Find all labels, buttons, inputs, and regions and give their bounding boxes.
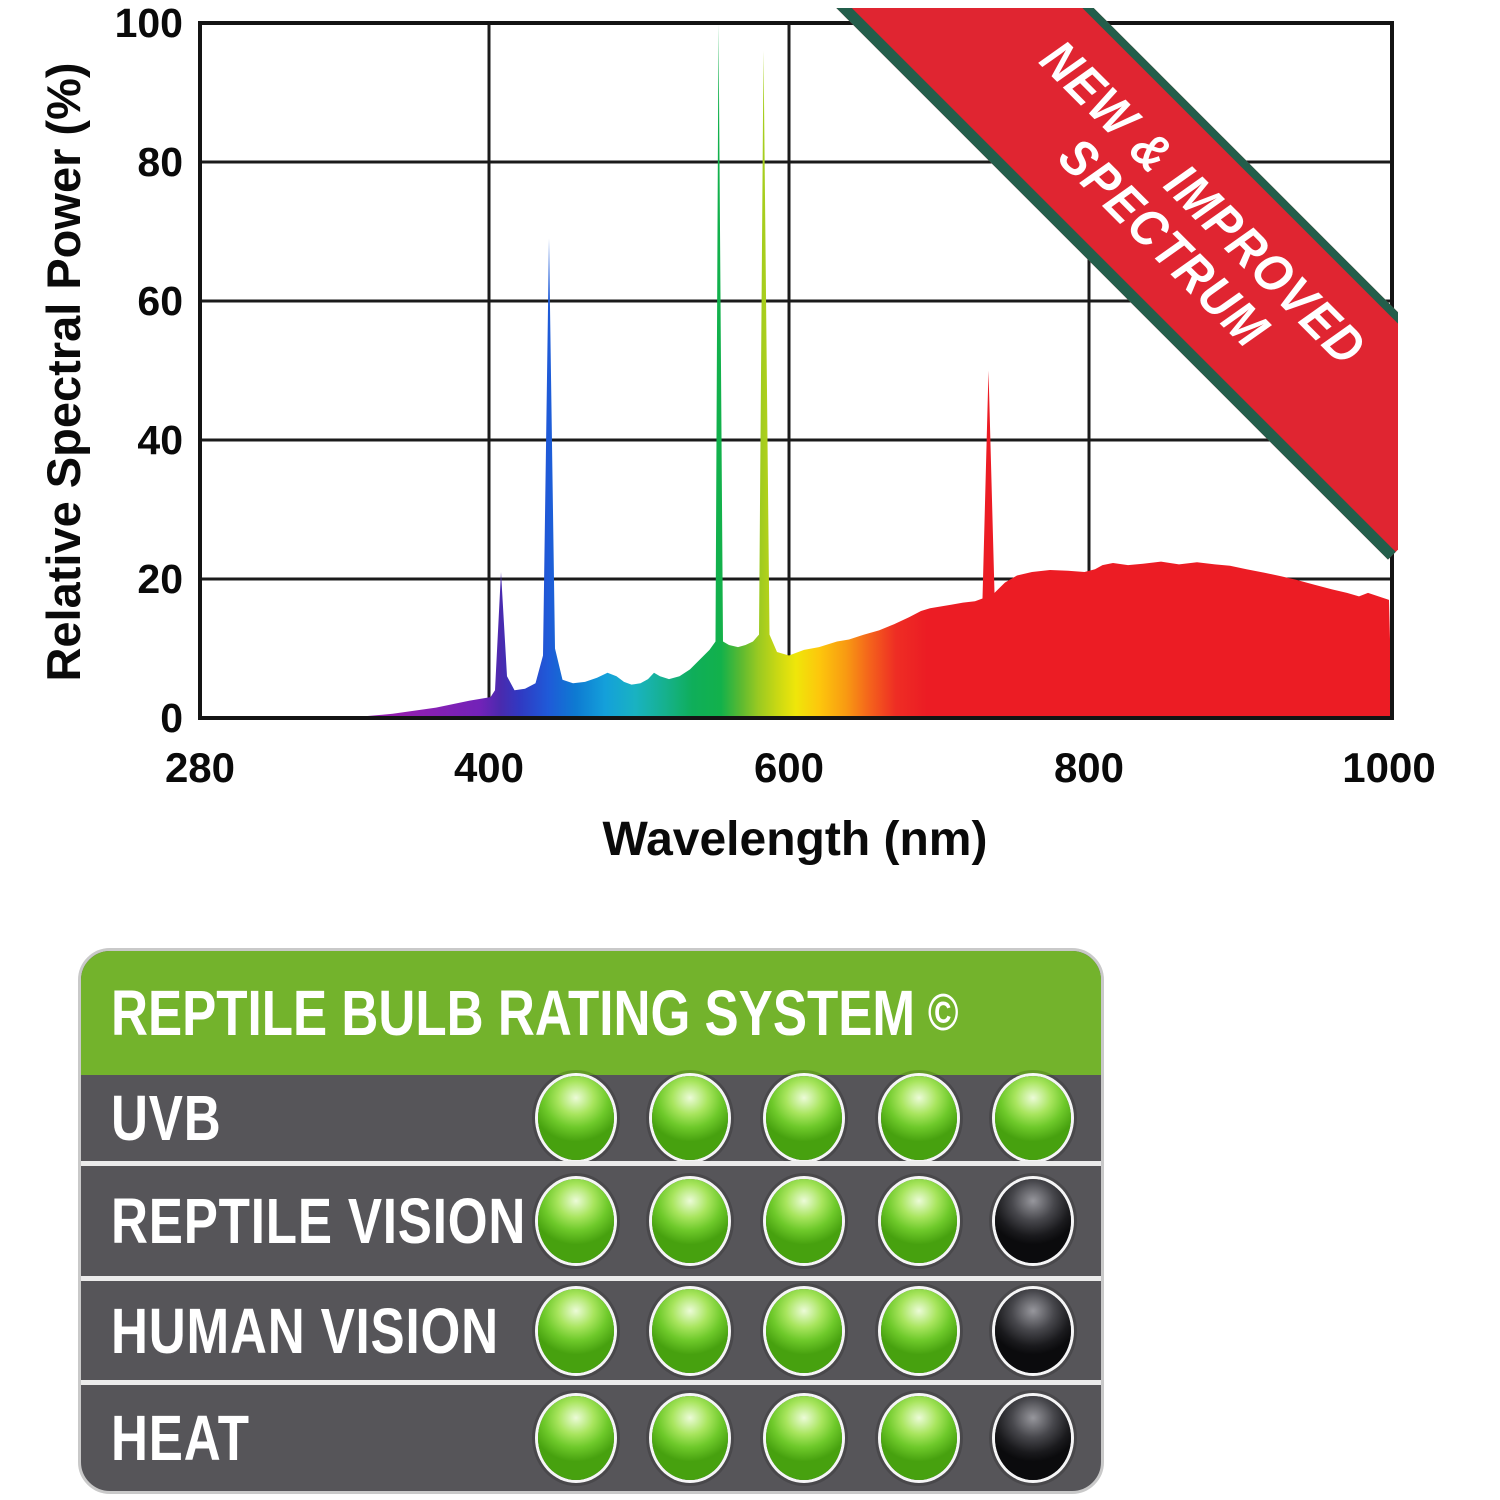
rating-dot-filled bbox=[652, 1076, 728, 1160]
rating-dot-filled bbox=[766, 1076, 842, 1160]
y-tick: 40 bbox=[137, 417, 183, 463]
x-tick: 600 bbox=[754, 744, 824, 791]
y-tick: 0 bbox=[160, 695, 183, 741]
rating-dot-filled bbox=[652, 1288, 728, 1373]
rating-panel-header: REPTILE BULB RATING SYSTEM © bbox=[81, 951, 1101, 1075]
rating-dot-filled bbox=[766, 1288, 842, 1373]
rating-row-label: HEAT bbox=[111, 1402, 250, 1474]
rating-row-label: UVB bbox=[111, 1082, 222, 1154]
rating-dot-empty bbox=[995, 1288, 1071, 1373]
rating-panel-title-wrap: REPTILE BULB RATING SYSTEM © bbox=[111, 976, 959, 1050]
rating-dot-filled bbox=[538, 1076, 614, 1160]
x-tick: 800 bbox=[1054, 744, 1124, 791]
rating-dot-filled bbox=[766, 1396, 842, 1480]
rating-row-uvb: UVB bbox=[81, 1075, 1101, 1161]
x-tick: 400 bbox=[454, 744, 524, 791]
rating-row-label: REPTILE VISION bbox=[111, 1185, 527, 1257]
y-axis-title: Relative Spectral Power (%) bbox=[37, 62, 90, 681]
rating-dots bbox=[81, 1385, 1101, 1491]
rating-dot-filled bbox=[881, 1288, 957, 1373]
rating-dots bbox=[81, 1075, 1101, 1161]
x-axis-title: Wavelength (nm) bbox=[603, 813, 988, 866]
rating-panel-title: REPTILE BULB RATING SYSTEM bbox=[111, 977, 916, 1049]
y-axis-ticks: 100 80 60 40 20 0 bbox=[115, 0, 183, 741]
rating-dot-filled bbox=[652, 1396, 728, 1480]
x-tick: 280 bbox=[165, 744, 235, 791]
rating-dot-filled bbox=[538, 1179, 614, 1263]
rating-dot-filled bbox=[881, 1076, 957, 1160]
rating-dot-filled bbox=[652, 1179, 728, 1263]
rating-dot-filled bbox=[995, 1076, 1071, 1160]
y-tick: 100 bbox=[115, 0, 183, 46]
rating-dots bbox=[81, 1166, 1101, 1276]
x-axis-ticks: 280 400 600 800 1000 bbox=[165, 744, 1436, 791]
x-tick: 1000 bbox=[1342, 744, 1435, 791]
rating-dots bbox=[81, 1281, 1101, 1380]
y-tick: 60 bbox=[137, 278, 183, 324]
copyright-icon: © bbox=[927, 984, 959, 1042]
rating-dot-filled bbox=[881, 1396, 957, 1480]
rating-dot-filled bbox=[881, 1179, 957, 1263]
rating-row-human-vision: HUMAN VISION bbox=[81, 1276, 1101, 1380]
spectrum-area bbox=[200, 23, 1392, 718]
rating-dot-empty bbox=[995, 1396, 1071, 1480]
reptile-bulb-rating-panel: REPTILE BULB RATING SYSTEM © UVB REPTILE… bbox=[78, 948, 1104, 1494]
rating-dot-filled bbox=[538, 1396, 614, 1480]
rating-row-label: HUMAN VISION bbox=[111, 1294, 499, 1367]
y-tick: 80 bbox=[137, 139, 183, 185]
rating-dot-empty bbox=[995, 1179, 1071, 1263]
y-tick: 20 bbox=[137, 556, 183, 602]
rating-dot-filled bbox=[766, 1179, 842, 1263]
rating-row-reptile-vision: REPTILE VISION bbox=[81, 1161, 1101, 1276]
rating-row-heat: HEAT bbox=[81, 1380, 1101, 1491]
rating-dot-filled bbox=[538, 1288, 614, 1373]
spectral-power-chart: 100 80 60 40 20 0 280 400 600 800 1000 R… bbox=[37, 0, 1436, 866]
